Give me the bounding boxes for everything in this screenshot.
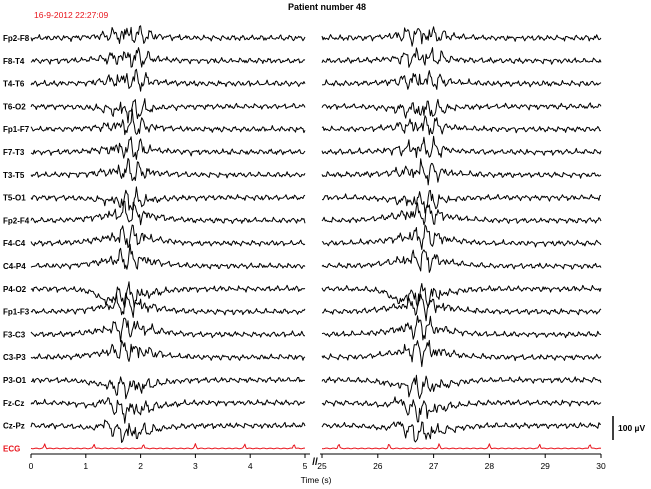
channel-label: Fp2-F4 xyxy=(3,216,30,225)
channel-trace xyxy=(30,292,306,318)
x-tick-label: 5 xyxy=(303,461,308,471)
channel-trace xyxy=(321,70,602,90)
channel-trace xyxy=(30,281,306,308)
channel-trace xyxy=(321,249,602,273)
x-tick-label: 26 xyxy=(373,461,383,471)
x-tick-label: 0 xyxy=(29,461,34,471)
ecg-trace xyxy=(30,443,305,450)
channel-trace xyxy=(30,186,306,211)
channel-trace xyxy=(30,340,306,362)
channel-label: P4-O2 xyxy=(3,285,27,294)
x-tick-label: 30 xyxy=(596,461,606,471)
channel-trace xyxy=(30,25,306,44)
channel-trace xyxy=(321,339,602,368)
channel-label: F4-C4 xyxy=(3,239,26,248)
channel-label: F3-C3 xyxy=(3,330,26,339)
channel-trace xyxy=(321,158,602,186)
channel-label: P3-O1 xyxy=(3,376,27,385)
channel-trace xyxy=(30,419,306,443)
channel-trace xyxy=(30,98,306,124)
channel-trace xyxy=(30,157,306,182)
channel-label: F7-T3 xyxy=(3,148,25,157)
channel-trace xyxy=(30,376,305,400)
x-tick-label: 27 xyxy=(429,461,439,471)
channel-trace xyxy=(321,115,602,136)
channel-trace xyxy=(321,135,602,158)
channel-trace xyxy=(30,68,306,92)
x-axis-label: Time (s) xyxy=(301,475,332,485)
channel-trace xyxy=(321,47,602,68)
channel-trace xyxy=(321,202,602,226)
channel-trace xyxy=(30,47,306,68)
channel-trace xyxy=(321,315,602,341)
channel-trace xyxy=(321,98,602,119)
channel-trace xyxy=(30,136,306,160)
scale-bar-label: 100 µV xyxy=(618,423,645,433)
scale-bar: 100 µV xyxy=(612,416,645,440)
channel-trace xyxy=(30,200,306,226)
axis-break-mark: // xyxy=(312,457,318,468)
channel-trace xyxy=(321,26,602,47)
channel-trace xyxy=(30,317,305,343)
timestamp: 16-9-2012 22:27:09 xyxy=(34,10,108,20)
channel-label: Cz-Pz xyxy=(3,422,25,431)
channel-trace xyxy=(30,243,306,270)
channel-label: C3-P3 xyxy=(3,353,26,362)
chart-title: Patient number 48 xyxy=(288,2,366,12)
channel-trace xyxy=(321,396,602,423)
channel-label: Fp2-F8 xyxy=(3,34,30,43)
channel-trace xyxy=(321,224,602,250)
channel-label: C4-P4 xyxy=(3,262,26,271)
x-tick-label: 4 xyxy=(248,461,253,471)
channel-trace xyxy=(30,397,306,424)
channel-label: Fp1-F7 xyxy=(3,125,30,134)
x-tick-label: 29 xyxy=(540,461,550,471)
channel-label: ECG xyxy=(3,444,20,453)
x-tick-label: 3 xyxy=(193,461,198,471)
channel-label: F8-T4 xyxy=(3,57,25,66)
x-tick-label: 25 xyxy=(317,461,327,471)
channel-trace xyxy=(321,293,602,322)
channel-trace xyxy=(321,283,602,308)
channel-label: Fp1-F3 xyxy=(3,308,30,317)
channel-labels: Fp2-F8 F8-T4 T4-T6 T6-O2 Fp1-F7 F7-T3 T3-T5 T5-… xyxy=(3,34,30,453)
time-axis: // Time (s) 0 1 2 3 4 5 25 26 27 28 29 30 xyxy=(29,453,606,485)
x-tick-label: 1 xyxy=(83,461,88,471)
channel-label: T6-O2 xyxy=(3,102,26,111)
channel-trace xyxy=(321,421,601,443)
channel-trace xyxy=(30,224,306,249)
channel-label: Fz-Cz xyxy=(3,399,24,408)
x-tick-label: 28 xyxy=(485,461,495,471)
x-tick-label: 2 xyxy=(138,461,143,471)
ecg-trace xyxy=(321,443,602,450)
channel-label: T3-T5 xyxy=(3,171,25,180)
channel-trace xyxy=(30,108,306,136)
channel-trace xyxy=(321,189,602,214)
channel-label: T5-O1 xyxy=(3,194,26,203)
channel-traces xyxy=(30,25,602,450)
channel-trace xyxy=(321,374,602,400)
channel-label: T4-T6 xyxy=(3,80,25,89)
